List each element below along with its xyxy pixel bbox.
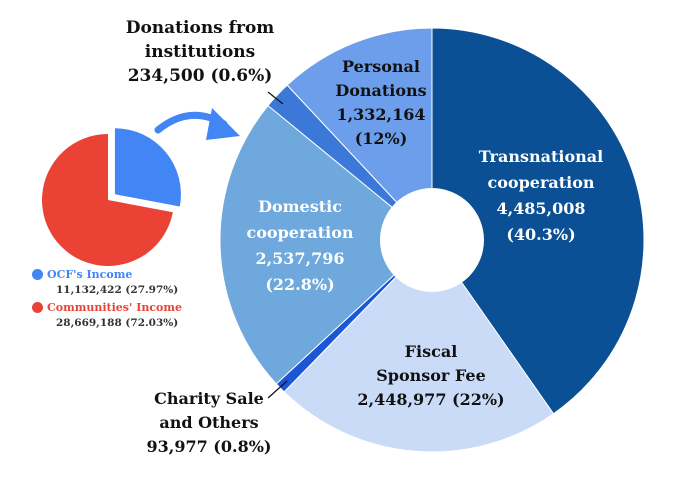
- ocf-income-donut: [219, 27, 645, 453]
- leader-line-donations-from-institutions: [267, 91, 284, 105]
- legend-item-ocf: OCF's Income: [32, 267, 182, 282]
- label-donations-from-institutions-line-0: Donations from: [126, 18, 275, 38]
- legend-label-ocf: OCF's Income: [47, 268, 133, 281]
- donut-slice-personal-donations: [286, 27, 433, 242]
- label-fiscal-sponsor-fee-line-1: Sponsor Fee: [376, 366, 486, 385]
- label-domestic-cooperation: Domestic cooperation 2,537,796 (22.8%): [246, 197, 353, 294]
- label-domestic-cooperation-line-1: cooperation: [246, 223, 353, 242]
- legend-item-communities: Communities' Income: [32, 300, 182, 315]
- label-transnational-cooperation-line-2: 4,485,008: [496, 199, 585, 218]
- donut-hole: [380, 188, 484, 292]
- label-transnational-cooperation-line-1: cooperation: [487, 173, 594, 192]
- legend-label-communities: Communities' Income: [47, 301, 183, 314]
- label-personal-donations-line-2: 1,332,164: [336, 105, 425, 124]
- label-transnational-cooperation: Transnational cooperation 4,485,008 (40.3%): [479, 147, 603, 244]
- label-fiscal-sponsor-fee-line-0: Fiscal: [405, 342, 458, 361]
- label-domestic-cooperation-line-2: 2,537,796: [255, 249, 344, 268]
- donut-slice-transnational-cooperation: [431, 27, 645, 415]
- pie-slice-communities-income: [42, 134, 173, 266]
- donut-slice-fiscal-sponsor-fee: [283, 239, 555, 453]
- label-transnational-cooperation-line-0: Transnational: [479, 147, 603, 166]
- legend: OCF's Income 11,132,422 (27.97%) Communi…: [32, 267, 182, 333]
- label-domestic-cooperation-line-3: (22.8%): [265, 275, 334, 294]
- label-domestic-cooperation-line-0: Domestic: [258, 197, 342, 216]
- legend-swatch-communities: [32, 302, 43, 313]
- label-personal-donations-line-1: Donations: [335, 81, 426, 100]
- label-donations-from-institutions-line-1: institutions: [145, 42, 256, 62]
- label-charity-sale-and-others-line-2: 93,977 (0.8%): [147, 437, 272, 456]
- label-fiscal-sponsor-fee: Fiscal Sponsor Fee 2,448,977 (22%): [357, 342, 504, 409]
- label-transnational-cooperation-line-3: (40.3%): [506, 225, 575, 244]
- legend-value-communities: 28,669,188 (72.03%): [56, 317, 179, 329]
- leader-line-charity-sale: [267, 380, 288, 399]
- donut-slice-domestic-cooperation: [219, 104, 433, 385]
- label-charity-sale-and-others: Charity Sale and Others 93,977 (0.8%): [147, 389, 272, 456]
- pie-slice-ocf-s-income: [114, 128, 181, 207]
- label-personal-donations: Personal Donations 1,332,164 (12%): [335, 57, 426, 148]
- legend-value-ocf: 11,132,422 (27.97%): [56, 284, 179, 296]
- income-split-pie: [42, 128, 181, 266]
- label-personal-donations-line-0: Personal: [342, 57, 420, 76]
- label-donations-from-institutions-line-2: 234,500 (0.6%): [128, 66, 273, 86]
- slice-labels: Transnational cooperation 4,485,008 (40.3%)…: [126, 18, 603, 456]
- label-charity-sale-and-others-line-1: and Others: [159, 413, 258, 432]
- label-donations-from-institutions: Donations from institutions 234,500 (0.6%): [126, 18, 275, 86]
- leader-lines: [267, 91, 288, 399]
- label-personal-donations-line-3: (12%): [355, 129, 408, 148]
- arrow-head-icon: [206, 108, 240, 140]
- label-fiscal-sponsor-fee-line-2: 2,448,977 (22%): [357, 390, 504, 409]
- legend-swatch-ocf: [32, 269, 43, 280]
- label-charity-sale-and-others-line-0: Charity Sale: [154, 389, 264, 408]
